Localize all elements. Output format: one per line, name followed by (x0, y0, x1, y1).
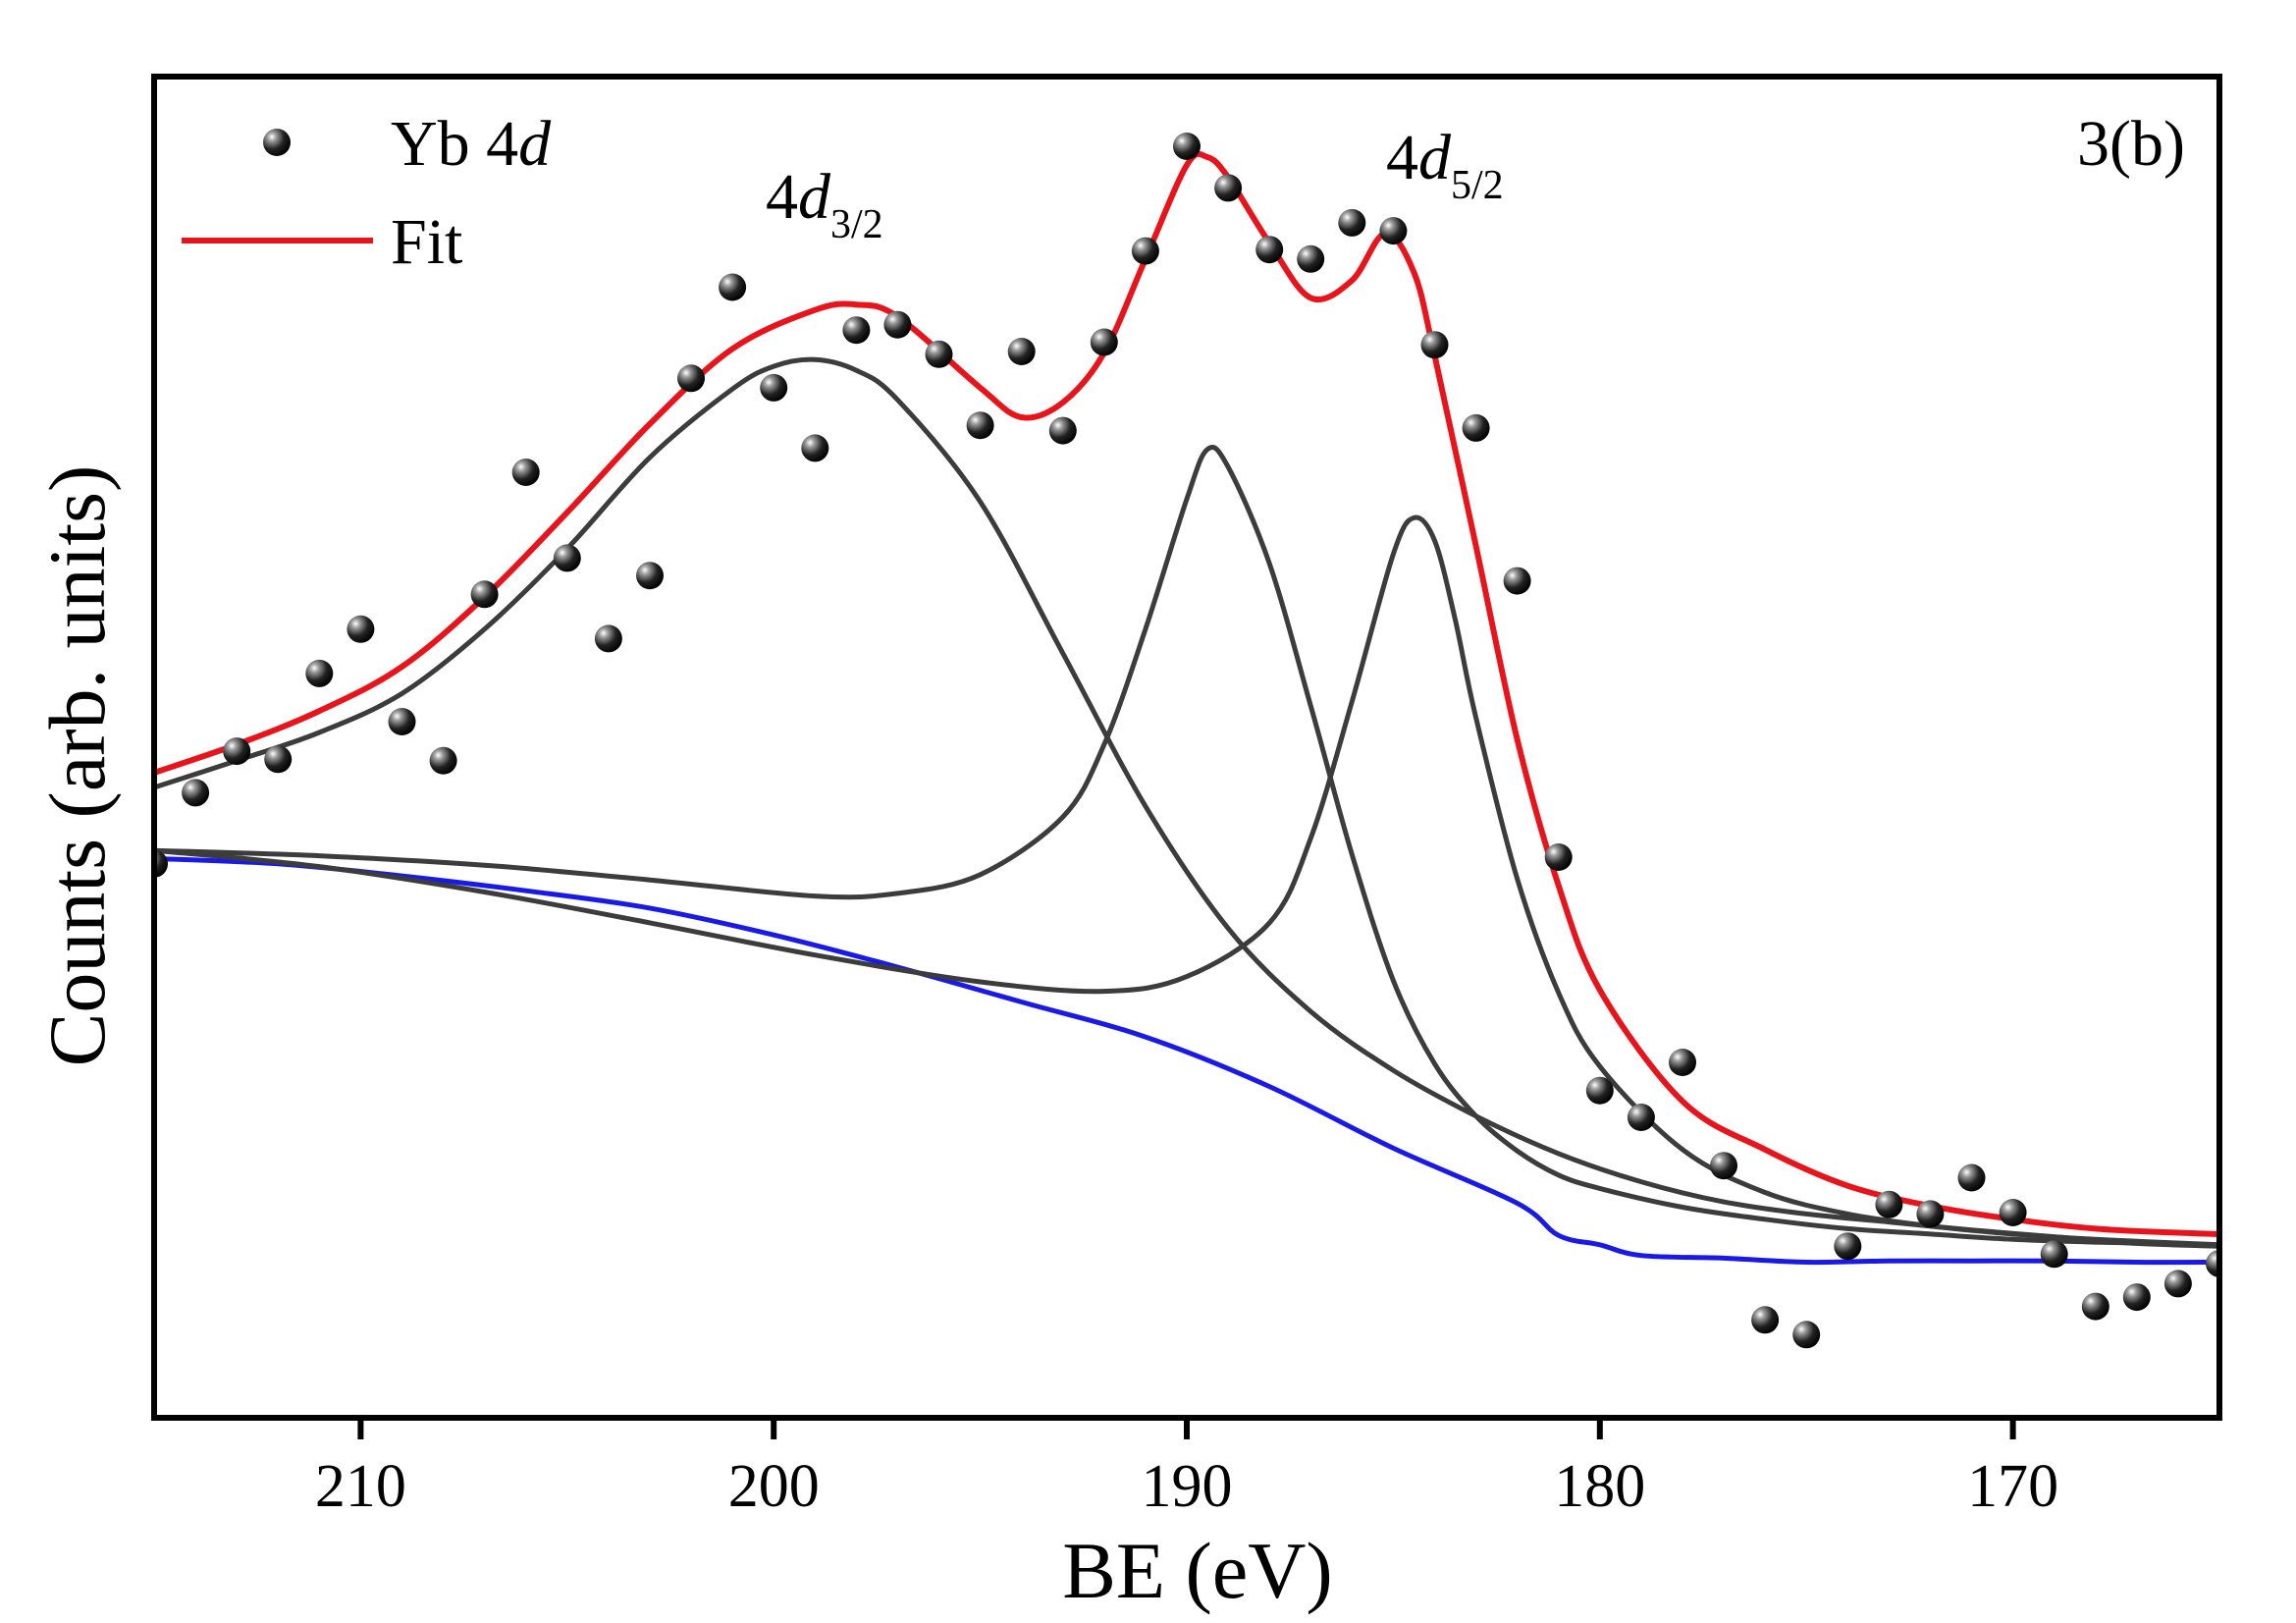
series-line-fit (154, 150, 2219, 1237)
data-point (1503, 567, 1531, 595)
data-point (1544, 843, 1573, 871)
data-point (1214, 174, 1243, 202)
series-line-component-4d3-2 (154, 356, 2219, 1249)
data-point (182, 779, 210, 807)
data-point (1875, 1190, 1903, 1218)
data-point (264, 745, 293, 774)
legend: Yb 4d Fit (182, 108, 552, 278)
data-point (2081, 1292, 2109, 1321)
data-point (1420, 331, 1449, 359)
data-point (1669, 1049, 1696, 1076)
data-point (677, 364, 705, 393)
series-line-component-4d5-2 (154, 514, 2219, 1248)
data-point (1379, 217, 1408, 245)
data-point (801, 434, 829, 462)
data-point (1131, 237, 1159, 265)
x-axis-ticks: 210 200 190 180 170 (315, 1418, 2058, 1520)
data-point (1090, 328, 1118, 356)
data-point (429, 746, 457, 775)
legend-label-data: Yb 4d (391, 108, 552, 180)
data-point (511, 459, 540, 486)
data-point (1957, 1163, 1986, 1192)
data-point (1710, 1152, 1737, 1180)
series-line-background (154, 855, 2219, 1266)
legend-marker-data (263, 129, 291, 156)
data-point (842, 316, 871, 345)
x-tick-label: 170 (1967, 1453, 2058, 1520)
data-point (1916, 1200, 1945, 1228)
data-point (305, 659, 334, 687)
data-point (1173, 133, 1201, 160)
data-point (347, 615, 375, 643)
data-point (2122, 1283, 2151, 1312)
series-line-component-4d-middle (154, 445, 2219, 1248)
data-point (388, 708, 416, 735)
data-point (1297, 244, 1325, 273)
data-point (470, 580, 499, 609)
data-point (1048, 416, 1077, 445)
x-tick-label: 190 (1142, 1453, 1233, 1520)
data-point (1585, 1076, 1614, 1105)
y-axis-label: Counts (arb. units) (32, 465, 122, 1067)
data-point (636, 562, 664, 590)
data-point (883, 310, 912, 339)
data-point (553, 544, 581, 572)
data-point (1007, 338, 1036, 365)
data-point (966, 411, 994, 440)
panel-label: 3(b) (2077, 108, 2185, 180)
data-point (594, 624, 622, 653)
data-point (760, 373, 788, 402)
annotation-4d-5-2: 4d5/2 (1386, 122, 1504, 208)
data-point (925, 340, 953, 368)
data-point (1255, 236, 1284, 264)
data-point (223, 737, 251, 766)
data-point (1792, 1321, 1821, 1349)
data-point (154, 849, 168, 878)
data-point (1627, 1104, 1655, 1131)
data-point (1462, 413, 1490, 442)
legend-label-fit: Fit (391, 206, 462, 278)
curves-layer (154, 150, 2219, 1266)
data-point (1338, 208, 1366, 237)
data-points-layer (154, 133, 2219, 1349)
annotation-4d-3-2: 4d3/2 (766, 161, 883, 247)
data-point (1751, 1306, 1780, 1334)
data-point (2040, 1240, 2068, 1269)
data-point (2163, 1270, 2192, 1298)
data-point (719, 273, 747, 301)
x-tick-label: 200 (728, 1453, 820, 1520)
x-tick-label: 180 (1554, 1453, 1645, 1520)
x-tick-label: 210 (315, 1453, 406, 1520)
x-axis-label: BE (eV) (1062, 1526, 1333, 1615)
data-point (1999, 1199, 2027, 1226)
data-point (2206, 1249, 2219, 1277)
data-point (1834, 1232, 1862, 1261)
